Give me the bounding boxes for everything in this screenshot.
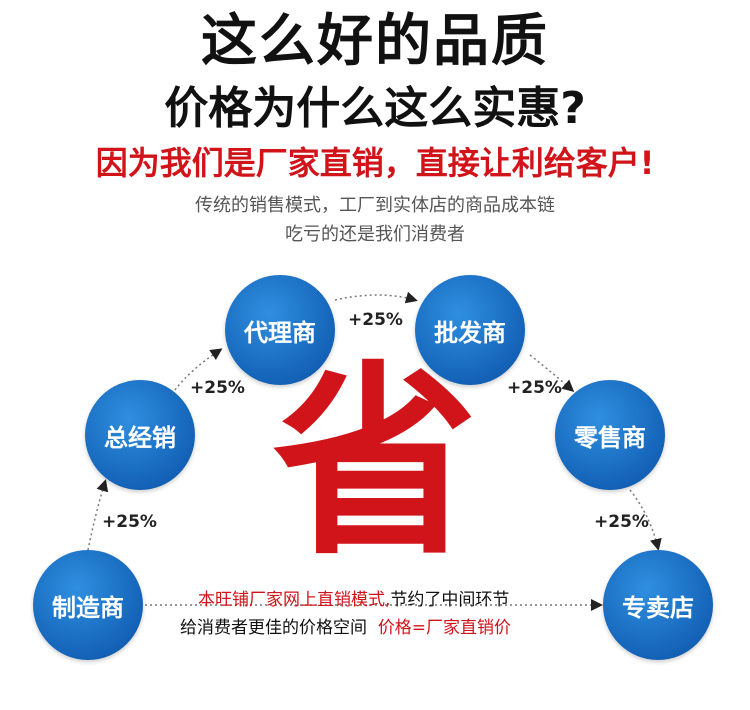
node-store: 专卖店 xyxy=(603,550,713,660)
arrow-4 xyxy=(529,354,575,392)
bottom-black-2: 给消费者更佳的价格空间 xyxy=(180,618,367,638)
headline-2: 价格为什么这么实惠? xyxy=(164,83,586,134)
markup-label: +25% xyxy=(190,378,245,398)
bottom-line-2: 给消费者更佳的价格空间 价格=厂家直销价 xyxy=(180,618,511,638)
node-retailer: 零售商 xyxy=(555,380,665,490)
node-agent: 代理商 xyxy=(225,275,335,385)
subtitle-2: 吃亏的还是我们消费者 xyxy=(285,224,465,245)
arrow-5 xyxy=(629,489,662,551)
bottom-black-1: 节约了中间环节 xyxy=(390,590,510,610)
headline-3: 因为我们是厂家直销，直接让利给客户! xyxy=(95,144,655,182)
arrow-3 xyxy=(334,291,418,304)
headline-1: 这么好的品质 xyxy=(201,9,549,74)
node-general-distributor: 总经销 xyxy=(85,380,195,490)
subtitle-1: 传统的销售模式，工厂到实体店的商品成本链 xyxy=(195,195,555,216)
markup-label: +25% xyxy=(348,310,403,330)
markup-label: +25% xyxy=(594,512,649,532)
bottom-line-1: 本旺铺厂家网上直销模式,节约了中间环节 xyxy=(198,590,509,610)
node-manufacturer: 制造商 xyxy=(33,550,143,660)
markup-label: +25% xyxy=(507,378,562,398)
save-character: 省 xyxy=(272,345,478,583)
markup-label: +25% xyxy=(102,512,157,532)
bottom-red-1: 本旺铺厂家网上直销模式, xyxy=(198,590,391,610)
node-wholesaler: 批发商 xyxy=(415,275,525,385)
arrow-1 xyxy=(87,479,109,551)
bottom-red-2: 价格=厂家直销价 xyxy=(377,618,512,638)
